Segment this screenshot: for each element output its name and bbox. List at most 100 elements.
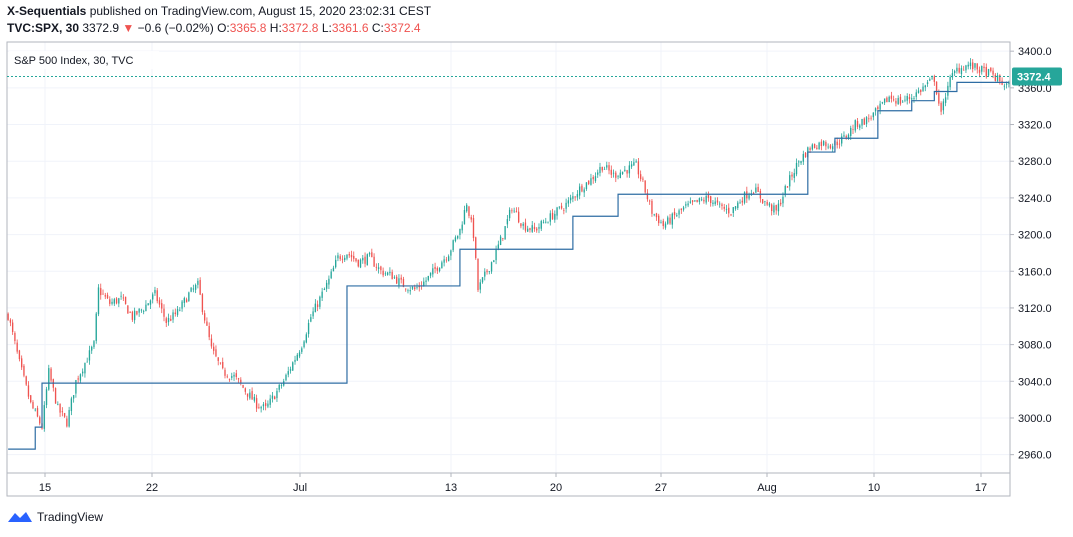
- candle-body: [68, 410, 70, 427]
- candle-body: [249, 392, 251, 399]
- candle-body: [911, 98, 913, 100]
- candle-body: [685, 204, 687, 206]
- candle-body: [612, 172, 615, 174]
- y-tick-label: 3160.0: [1018, 266, 1052, 278]
- candle-body: [588, 180, 590, 185]
- change-value: −0.6 (−0.02%): [137, 21, 214, 35]
- candle-body: [836, 141, 838, 146]
- candle-body: [21, 358, 23, 368]
- candle-body: [511, 210, 513, 212]
- candle-body: [764, 201, 766, 203]
- open-value: 3365.8: [229, 21, 267, 35]
- candle-body: [773, 205, 775, 213]
- candle-body: [649, 200, 651, 202]
- candle-body: [226, 376, 228, 378]
- x-tick-label: 17: [975, 482, 987, 494]
- candle-body: [149, 300, 152, 305]
- candle-body: [133, 310, 136, 321]
- candle-body: [145, 304, 147, 312]
- candle-body: [321, 291, 323, 298]
- candle-body: [931, 77, 933, 79]
- candle-body: [154, 289, 156, 294]
- x-axis-labels: 15 22 Jul 13 20 27 Aug 10 17: [39, 473, 987, 494]
- candle-body: [637, 161, 640, 175]
- candle-body: [454, 237, 457, 242]
- candle-body: [795, 162, 798, 175]
- candle-body: [30, 395, 32, 403]
- candle-body: [140, 309, 143, 311]
- candle-body: [359, 259, 362, 268]
- candle-body: [554, 213, 556, 220]
- candle-body: [36, 408, 39, 417]
- candle-body: [859, 125, 861, 128]
- candle-body: [703, 199, 705, 202]
- candle-body: [167, 317, 170, 323]
- candle-body: [651, 200, 653, 214]
- candle-body: [981, 65, 983, 72]
- candle-body: [7, 313, 9, 320]
- candle-body: [687, 203, 689, 206]
- candle-body: [913, 98, 915, 99]
- candle-body: [601, 166, 603, 171]
- candle-body: [508, 209, 511, 219]
- candle-body: [920, 89, 922, 92]
- candle-body: [353, 255, 355, 259]
- candle-body: [723, 206, 725, 209]
- candle-body: [217, 357, 219, 361]
- candle-body: [850, 127, 852, 137]
- x-tick-label: Jul: [293, 482, 307, 494]
- candle-body: [127, 305, 129, 314]
- candle-body: [303, 341, 305, 348]
- candle-body: [768, 203, 771, 206]
- candle-body: [673, 212, 676, 216]
- candle-body: [892, 99, 895, 101]
- footer-brand-text[interactable]: TradingView: [37, 510, 104, 524]
- candle-body: [576, 194, 579, 198]
- candle-body: [427, 275, 429, 281]
- candle-body: [999, 74, 1001, 82]
- candle-body: [682, 207, 685, 210]
- candle-body: [558, 206, 561, 208]
- candle-body: [219, 362, 222, 364]
- candle-body: [985, 67, 987, 77]
- candle-body: [11, 322, 14, 333]
- candle-body: [712, 202, 714, 205]
- low-label: L:: [321, 21, 332, 35]
- high-value: 3372.8: [281, 21, 319, 35]
- candle-body: [698, 198, 701, 202]
- candle-body: [278, 384, 280, 390]
- author-name[interactable]: X-Sequentials: [7, 4, 87, 18]
- candle-body: [818, 142, 820, 150]
- candle-body: [1005, 83, 1008, 85]
- candle-body: [72, 395, 75, 399]
- candle-body: [346, 254, 348, 259]
- candle-body: [782, 196, 784, 204]
- candle-body: [312, 311, 314, 317]
- candle-body: [608, 165, 610, 171]
- x-tick-label: 15: [39, 482, 51, 494]
- candle-body: [362, 257, 364, 261]
- candle-body: [761, 199, 764, 204]
- candle-body: [777, 203, 780, 212]
- candle-body: [872, 112, 875, 118]
- candle-body: [215, 349, 217, 357]
- candle-body: [194, 285, 197, 290]
- x-tick-label: 27: [655, 482, 667, 494]
- candle-body: [770, 204, 773, 212]
- candle-body: [978, 69, 981, 73]
- candle-body: [274, 396, 276, 400]
- candle-body: [170, 318, 172, 321]
- published-text: published on TradingView.com, August 15,…: [89, 4, 432, 18]
- candle-body: [447, 256, 450, 262]
- candle-body: [39, 417, 41, 424]
- candle-body: [784, 186, 786, 196]
- tradingview-logo-icon: [8, 512, 32, 522]
- candle-body: [348, 254, 350, 256]
- candle-body: [350, 254, 353, 258]
- candle-body: [380, 266, 382, 271]
- candle-body: [766, 201, 768, 205]
- candle-body: [307, 322, 310, 335]
- candle-body: [603, 168, 606, 170]
- candle-body: [43, 405, 45, 429]
